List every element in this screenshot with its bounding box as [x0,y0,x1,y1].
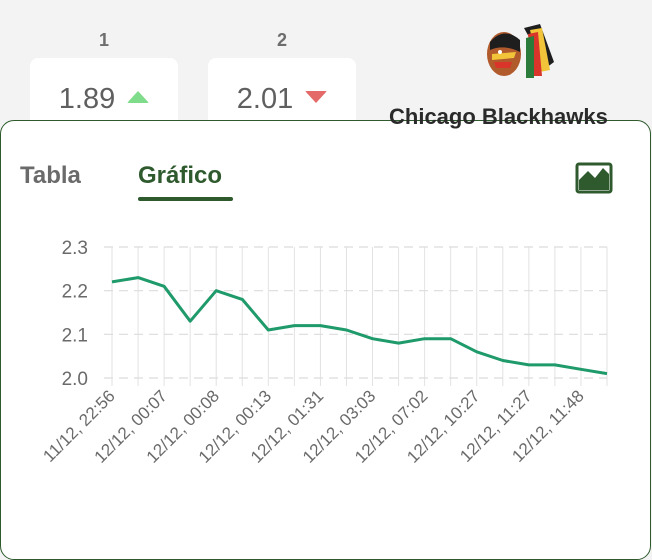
odds-label: 1 [98,30,109,50]
odds-value: 1.89 [58,82,116,115]
active-tab-indicator [138,197,233,201]
odds-value: 2.01 [236,82,294,115]
y-tick-label: 2.2 [62,282,88,303]
team-name: Chicago Blackhawks [389,104,608,129]
series-line [111,276,608,376]
odds-label: 2 [276,30,287,50]
team-logo-icon [487,24,554,78]
tab-tabla[interactable]: Tabla [20,162,81,189]
y-tick-label: 2.0 [62,369,88,390]
arrow-up-icon [127,91,150,104]
y-tick-label: 2.1 [62,325,88,346]
tab-grafico[interactable]: Gráfico [138,162,223,189]
y-tick-label: 2.3 [62,238,88,259]
area-chart-icon[interactable] [575,160,613,194]
arrow-down-icon [305,91,328,104]
chart-panel [0,120,651,560]
